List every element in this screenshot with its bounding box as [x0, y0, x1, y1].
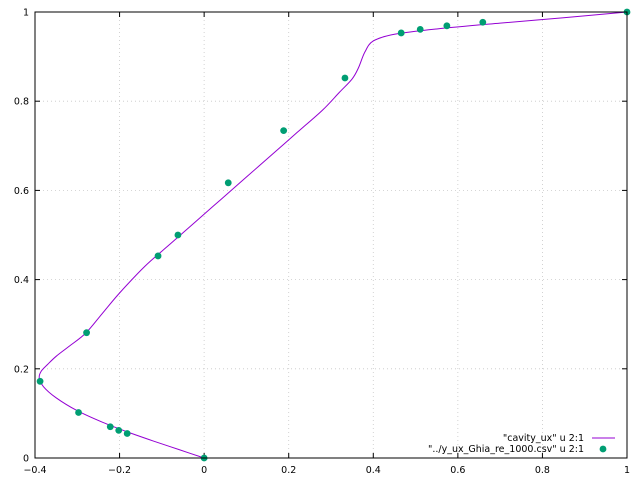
data-point-ghia	[83, 329, 90, 337]
x-tick-label: −0.4	[23, 465, 46, 476]
y-tick-label: 0.8	[14, 97, 29, 108]
data-point-ghia	[123, 430, 131, 437]
legend-label-line: "cavity_ux" u 2:1	[503, 433, 584, 444]
y-tick-label: 0.2	[14, 364, 29, 375]
data-point-ghia	[397, 29, 405, 37]
data-point-ghia	[479, 18, 487, 26]
x-tick-label: 0.4	[366, 465, 381, 476]
data-point-ghia	[443, 22, 451, 30]
axes: −0.4 −0.2 0 0.2 0.4 0.6 0.8 1 0 0.2 0.4 0.6 0.8 1	[14, 8, 630, 477]
x-tick-label: 0.2	[281, 465, 296, 476]
legend-swatch-point	[599, 445, 607, 453]
legend-label-points: "../y_ux_Ghia_re_1000.csv" u 2:1	[428, 444, 584, 455]
data-point-ghia	[36, 377, 44, 385]
x-tick-label: −0.2	[108, 465, 131, 476]
legend: "cavity_ux" u 2:1 "../y_ux_Ghia_re_1000.…	[428, 433, 615, 455]
y-tick-label: 0.4	[14, 275, 29, 286]
series-layer	[36, 8, 631, 462]
plot-frame	[34, 11, 628, 459]
data-point-ghia	[416, 25, 424, 33]
data-point-ghia	[341, 74, 349, 82]
y-tick-label: 0.6	[14, 186, 29, 197]
data-point-ghia	[75, 409, 82, 416]
data-point-ghia	[174, 231, 182, 239]
y-tick-label: 1	[23, 8, 29, 19]
series-line-cavity-ux	[38, 11, 628, 459]
x-tick-label: 1	[624, 465, 630, 476]
x-tick-label: 0.8	[535, 465, 550, 476]
data-point-ghia	[154, 252, 162, 260]
x-tick-label: 0	[201, 465, 207, 476]
grid-lines	[35, 12, 627, 458]
data-point-ghia	[115, 426, 123, 434]
y-tick-label: 0	[23, 454, 29, 465]
data-point-ghia	[224, 179, 232, 187]
x-tick-label: 0.6	[450, 465, 465, 476]
data-point-ghia	[280, 127, 288, 135]
data-point-ghia	[106, 423, 114, 431]
